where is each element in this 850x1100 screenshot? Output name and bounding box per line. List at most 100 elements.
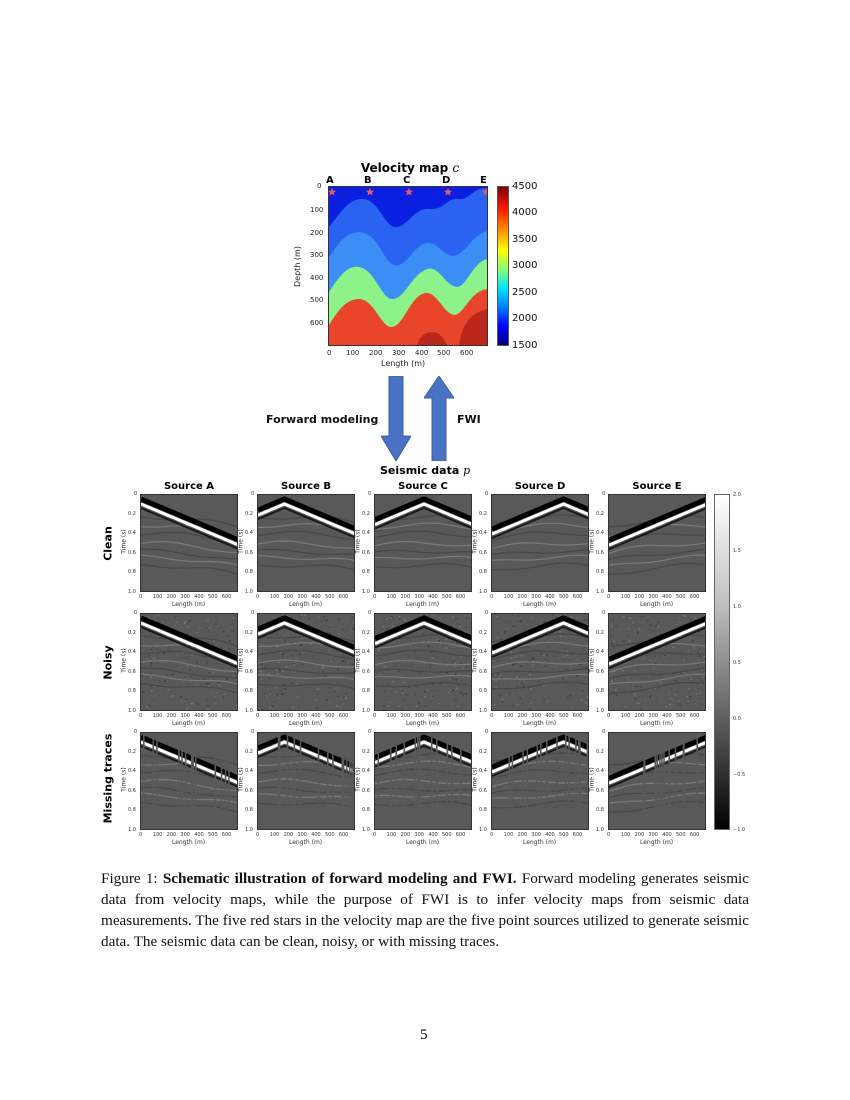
seismic-y-tick: 0.8 bbox=[362, 688, 370, 695]
seismic-x-tick: 100 bbox=[152, 594, 163, 600]
seismic-x-tick: 500 bbox=[559, 832, 569, 838]
vm-x-axis-label: Length (m) bbox=[381, 359, 426, 368]
seismic-y-tick: 0 bbox=[251, 729, 255, 735]
seismic-y-tick: 0 bbox=[485, 729, 489, 735]
seismic-x-tick: 0 bbox=[607, 713, 611, 719]
seismic-x-axis-label: Length (m) bbox=[523, 601, 557, 608]
seismic-y-tick: 0.8 bbox=[362, 569, 370, 576]
seismic-y-tick: 0.8 bbox=[245, 569, 253, 576]
seismic-panel-clean-source-d bbox=[491, 494, 589, 592]
seismic-y-tick: 1.0 bbox=[479, 708, 487, 714]
seismic-y-axis-label: Time (s) bbox=[471, 529, 479, 554]
seismic-y-tick: 1.0 bbox=[245, 827, 253, 833]
seismic-panel-clean-source-e bbox=[608, 494, 706, 592]
seismic-x-tick: 200 bbox=[517, 713, 528, 719]
seismic-y-tick: 0 bbox=[134, 491, 138, 497]
seismic-x-tick: 0 bbox=[607, 594, 611, 600]
seismic-x-tick: 100 bbox=[503, 594, 514, 600]
seismic-y-tick: 0.6 bbox=[245, 668, 253, 675]
seismic-x-axis-label: Length (m) bbox=[289, 601, 323, 608]
seismic-x-tick: 0 bbox=[373, 713, 377, 719]
seismic-x-tick: 0 bbox=[256, 594, 260, 600]
vm-y-tick: 200 bbox=[310, 229, 324, 237]
column-title-source-c: Source C bbox=[398, 481, 448, 492]
seismic-y-tick: 0.4 bbox=[128, 768, 136, 775]
seismic-x-axis-label: Length (m) bbox=[640, 720, 674, 727]
seismic-x-tick: 300 bbox=[180, 713, 190, 719]
seismic-y-tick: 1.0 bbox=[596, 827, 604, 833]
seismic-x-tick: 400 bbox=[545, 832, 555, 838]
seismic-x-tick: 100 bbox=[386, 594, 397, 600]
seismic-x-tick: 300 bbox=[297, 832, 307, 838]
seismic-y-tick: 0.2 bbox=[245, 748, 253, 755]
seismic-x-tick: 500 bbox=[325, 832, 335, 838]
column-title-source-e: Source E bbox=[632, 481, 682, 492]
seismic-x-tick: 0 bbox=[139, 832, 143, 838]
seismic-y-tick: 0.6 bbox=[128, 668, 136, 675]
row-label-clean: Clean bbox=[101, 526, 115, 561]
seismic-x-tick: 300 bbox=[297, 594, 307, 600]
vm-x-tick: 0 bbox=[327, 349, 332, 357]
seismic-x-tick: 200 bbox=[634, 713, 645, 719]
seismic-colorbar-tick: 1.0 bbox=[733, 604, 741, 610]
seismic-panel-missing-traces-source-e bbox=[608, 732, 706, 830]
seismic-y-tick: 1.0 bbox=[362, 708, 370, 714]
seismic-x-tick: 600 bbox=[338, 832, 349, 838]
seismic-y-tick: 0 bbox=[602, 610, 606, 616]
seismic-x-tick: 500 bbox=[676, 832, 686, 838]
velocity-map-title-var: c bbox=[452, 161, 460, 175]
seismic-panel-missing-traces-source-d bbox=[491, 732, 589, 830]
seismic-y-tick: 0.8 bbox=[596, 569, 604, 576]
seismic-panel-noisy-source-b bbox=[257, 613, 355, 711]
seismic-panel-clean-source-b bbox=[257, 494, 355, 592]
seismic-x-tick: 100 bbox=[386, 832, 397, 838]
seismic-x-tick: 400 bbox=[428, 713, 438, 719]
seismic-y-tick: 0.4 bbox=[479, 649, 487, 656]
seismic-y-tick: 0.2 bbox=[245, 510, 253, 517]
seismic-y-tick: 0 bbox=[485, 610, 489, 616]
seismic-y-tick: 0.2 bbox=[128, 748, 136, 755]
seismic-y-tick: 0 bbox=[251, 610, 255, 616]
seismic-y-tick: 0.4 bbox=[362, 768, 370, 775]
seismic-panel-noisy-source-c bbox=[374, 613, 472, 711]
source-label-b: B bbox=[364, 175, 372, 186]
seismic-x-tick: 200 bbox=[634, 832, 645, 838]
seismic-x-tick: 400 bbox=[311, 832, 321, 838]
seismic-x-tick: 200 bbox=[400, 594, 411, 600]
seismic-x-tick: 500 bbox=[442, 594, 452, 600]
seismic-y-tick: 1.0 bbox=[596, 708, 604, 714]
column-title-source-d: Source D bbox=[514, 481, 566, 492]
vm-x-tick: 100 bbox=[346, 349, 360, 357]
seismic-data-title-text: Seismic data bbox=[380, 464, 464, 477]
seismic-x-tick: 400 bbox=[662, 832, 672, 838]
seismic-y-tick: 0.6 bbox=[362, 787, 370, 794]
seismic-x-axis-label: Length (m) bbox=[289, 720, 323, 727]
seismic-x-tick: 500 bbox=[325, 713, 335, 719]
seismic-x-tick: 100 bbox=[620, 832, 631, 838]
seismic-colorbar bbox=[714, 494, 730, 830]
fwi-arrow-icon bbox=[423, 375, 455, 465]
seismic-y-tick: 0.4 bbox=[362, 530, 370, 537]
seismic-x-tick: 100 bbox=[386, 713, 397, 719]
seismic-y-axis-label: Time (s) bbox=[120, 529, 128, 554]
seismic-y-tick: 0.2 bbox=[596, 748, 604, 755]
seismic-y-tick: 0.4 bbox=[362, 649, 370, 656]
seismic-x-tick: 300 bbox=[648, 832, 658, 838]
seismic-x-tick: 600 bbox=[221, 832, 232, 838]
seismic-x-axis-label: Length (m) bbox=[289, 839, 323, 846]
seismic-y-tick: 0.4 bbox=[596, 530, 604, 537]
forward-modeling-arrow-icon bbox=[380, 375, 412, 465]
source-stars bbox=[329, 188, 487, 196]
seismic-x-tick: 600 bbox=[572, 594, 583, 600]
seismic-x-tick: 200 bbox=[400, 832, 411, 838]
seismic-y-axis-label: Time (s) bbox=[588, 767, 596, 792]
vm-x-tick: 400 bbox=[415, 349, 429, 357]
seismic-x-tick: 200 bbox=[517, 594, 528, 600]
seismic-x-axis-label: Length (m) bbox=[640, 601, 674, 608]
vm-y-tick: 500 bbox=[310, 296, 324, 304]
seismic-panel-missing-traces-source-a bbox=[140, 732, 238, 830]
vm-y-tick: 0 bbox=[317, 182, 322, 190]
seismic-y-tick: 0.4 bbox=[596, 768, 604, 775]
seismic-y-tick: 0.6 bbox=[128, 787, 136, 794]
seismic-colorbar-tick: −1.0 bbox=[733, 827, 746, 833]
